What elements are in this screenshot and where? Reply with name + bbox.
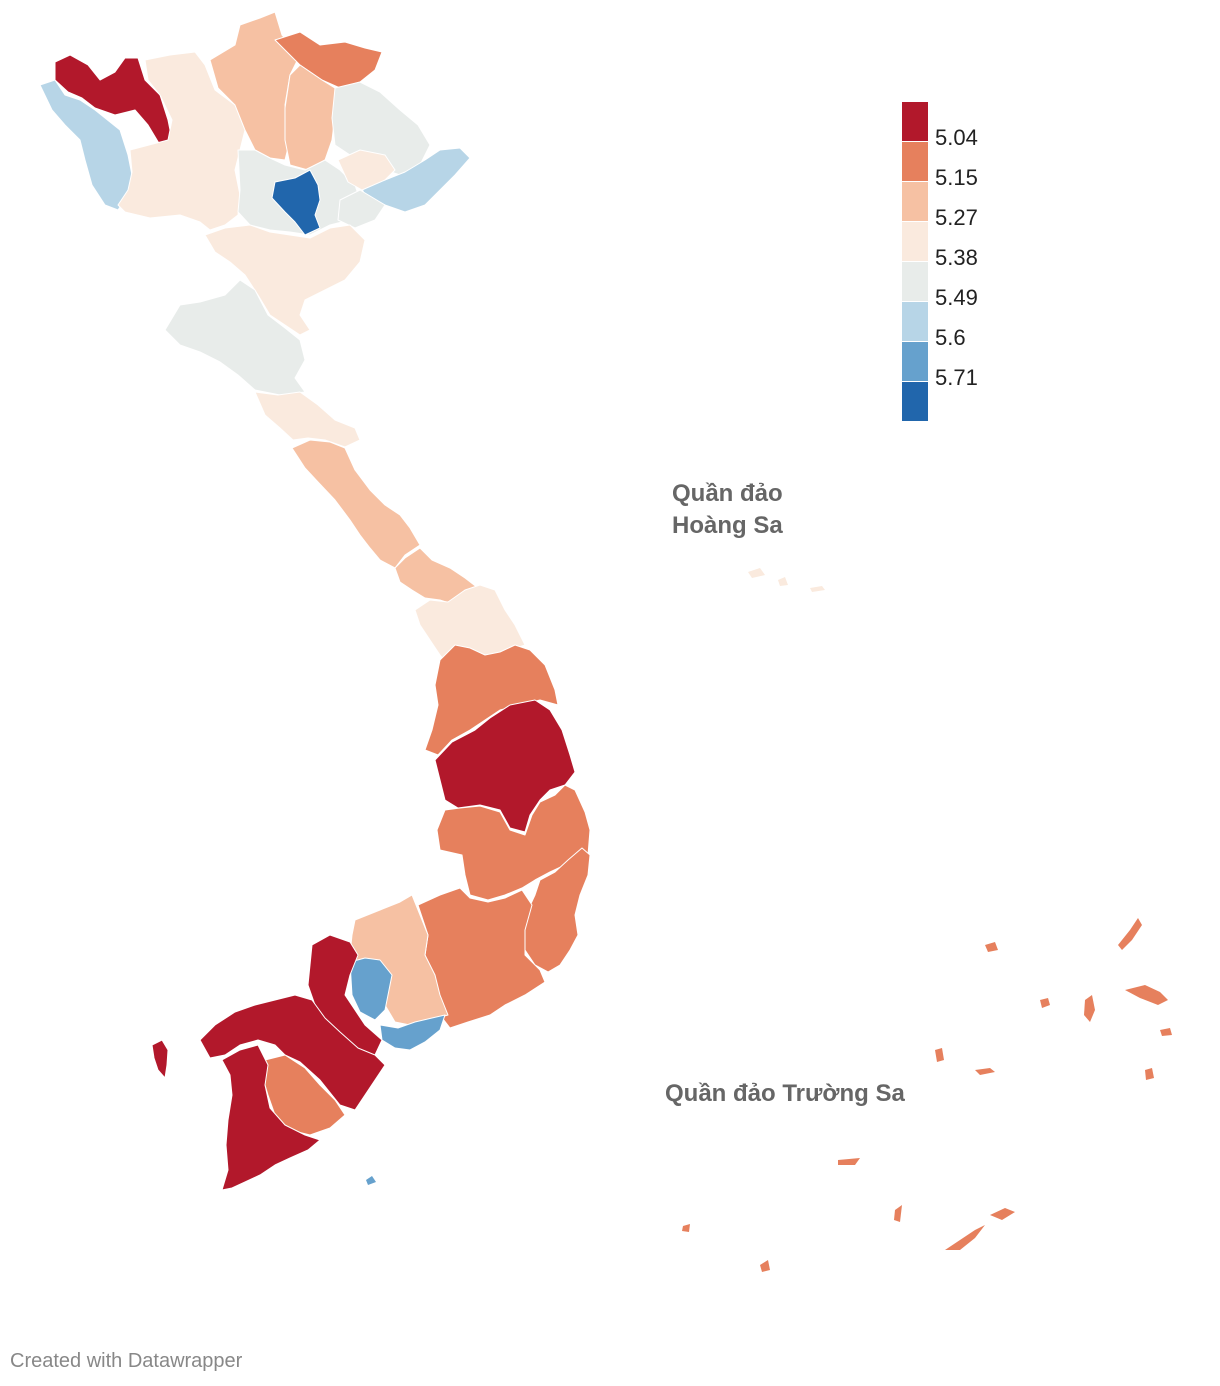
legend-swatch xyxy=(902,302,928,341)
island xyxy=(682,1224,690,1232)
province-region[interactable] xyxy=(254,391,361,448)
island xyxy=(985,942,998,952)
paracel-label-line1: Quần đảo xyxy=(672,480,783,507)
province-region[interactable] xyxy=(117,51,246,231)
island xyxy=(760,1260,770,1272)
legend-swatch xyxy=(902,222,928,261)
province-region[interactable] xyxy=(337,149,396,191)
island xyxy=(935,1048,944,1062)
island xyxy=(748,568,825,592)
legend-row: 5.04 xyxy=(902,102,978,150)
legend-swatch xyxy=(902,262,928,301)
province-region[interactable] xyxy=(151,1039,169,1079)
island xyxy=(1145,1068,1154,1080)
legend-tick-label: 5.04 xyxy=(935,125,978,150)
legend-swatch xyxy=(902,382,928,421)
legend-tick-label: 5.71 xyxy=(935,365,978,390)
legend-row xyxy=(902,382,928,422)
island xyxy=(1160,1028,1172,1036)
island xyxy=(1125,985,1168,1005)
legend-tick-label: 5.27 xyxy=(935,205,978,230)
legend-swatch xyxy=(902,102,928,141)
paracel-label-line2: Hoàng Sa xyxy=(672,512,783,539)
province-region[interactable] xyxy=(199,994,386,1111)
legend-swatch xyxy=(902,182,928,221)
legend-tick-label: 5.6 xyxy=(935,325,966,350)
province-region[interactable] xyxy=(221,1044,321,1191)
province-region[interactable] xyxy=(291,439,421,569)
datawrapper-credit[interactable]: Created with Datawrapper xyxy=(10,1350,243,1372)
province-region[interactable] xyxy=(284,64,339,171)
spratly-label: Quần đảo Trường Sa xyxy=(665,1080,905,1107)
province-region[interactable] xyxy=(434,699,576,833)
province-region[interactable] xyxy=(204,224,366,336)
legend-row: 5.15 xyxy=(902,142,978,190)
legend-swatch xyxy=(902,342,928,381)
province-region[interactable] xyxy=(307,934,383,1061)
province-region[interactable] xyxy=(379,1014,446,1051)
legend-tick-label: 5.38 xyxy=(935,245,978,270)
legend-row: 5.71 xyxy=(902,342,978,390)
island xyxy=(838,1158,860,1165)
island xyxy=(1118,918,1142,950)
legend-row: 5.6 xyxy=(902,302,966,350)
province-region[interactable] xyxy=(359,147,471,213)
color-legend: 5.04 5.15 5.27 5.38 5.49 5.6 5.71 xyxy=(902,102,978,422)
island xyxy=(975,1068,995,1075)
province-region[interactable] xyxy=(349,957,393,1021)
legend-row: 5.38 xyxy=(902,222,978,270)
province-region[interactable] xyxy=(261,1054,346,1136)
legend-tick-label: 5.15 xyxy=(935,165,978,190)
island xyxy=(1084,995,1095,1022)
province-region[interactable] xyxy=(337,189,386,229)
province-region[interactable] xyxy=(164,279,306,396)
island xyxy=(366,1176,376,1185)
island xyxy=(1040,998,1050,1008)
legend-swatch xyxy=(902,142,928,181)
island xyxy=(990,1208,1015,1220)
island xyxy=(945,1225,985,1250)
legend-tick-label: 5.49 xyxy=(935,285,978,310)
island xyxy=(894,1205,902,1222)
legend-row: 5.49 xyxy=(902,262,978,310)
legend-row: 5.27 xyxy=(902,182,978,230)
province-region[interactable] xyxy=(271,169,321,236)
